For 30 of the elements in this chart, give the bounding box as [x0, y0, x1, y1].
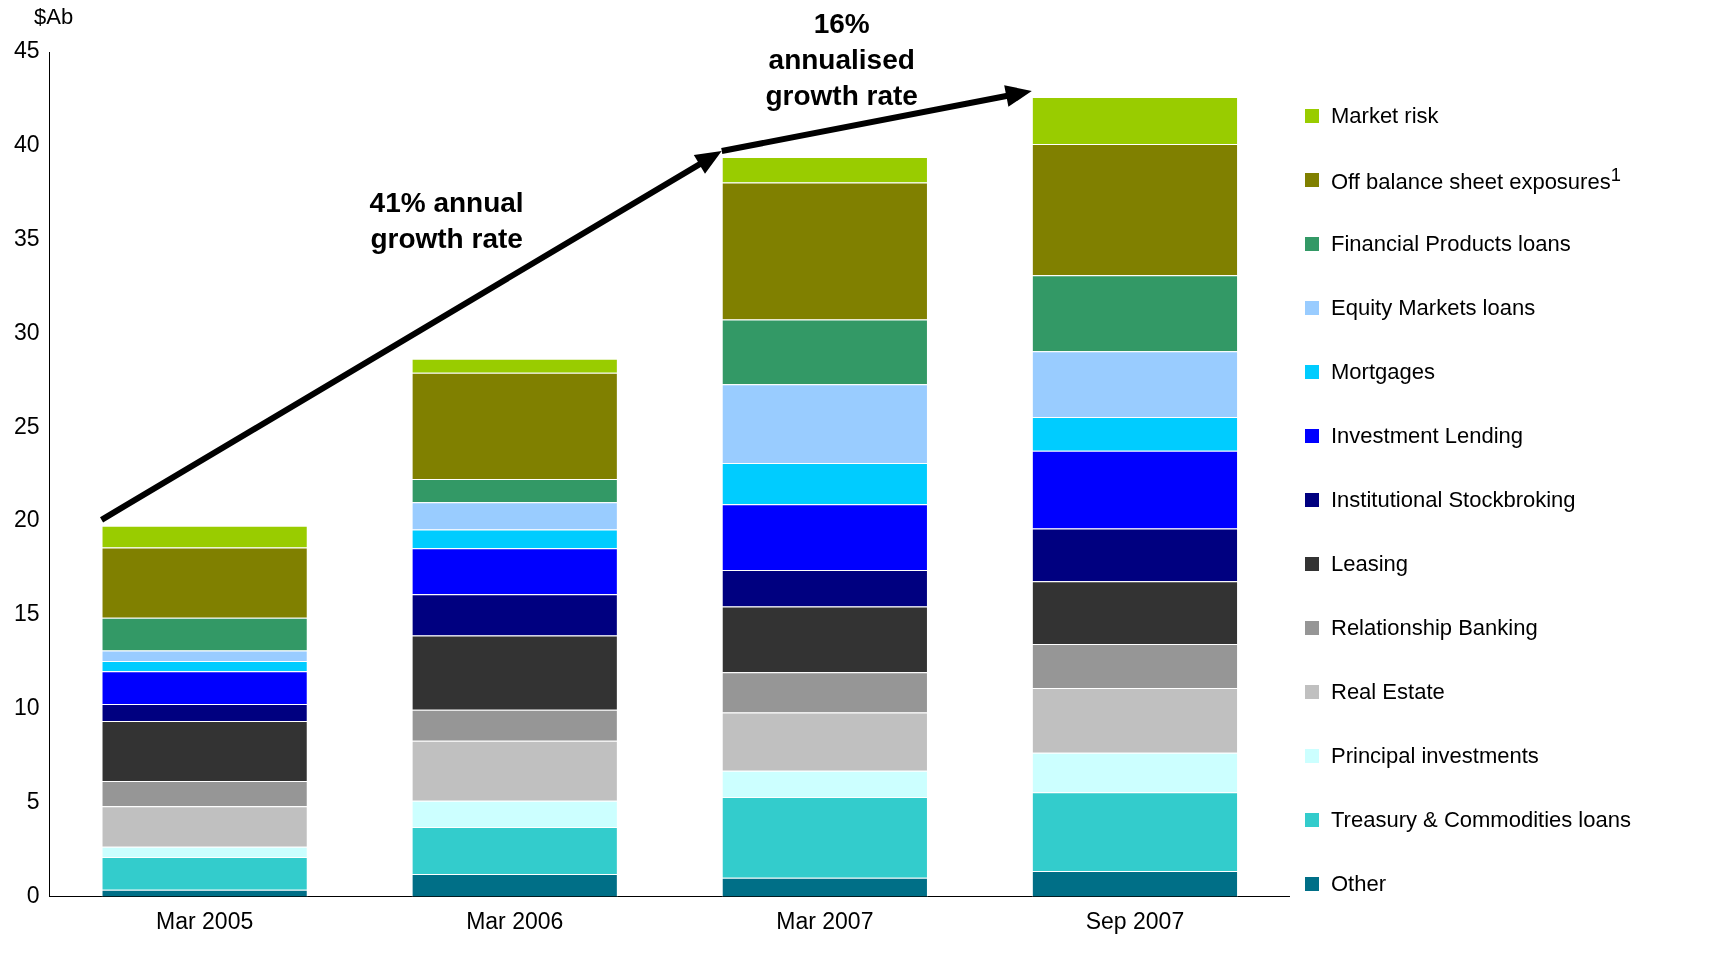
legend-label: Mortgages	[1331, 359, 1435, 385]
y-tick-label: 20	[13, 506, 40, 533]
legend-label: Off balance sheet exposures$^{1}$	[1331, 164, 1621, 196]
y-tick-label: 30	[13, 318, 40, 345]
legend-label: Investment Lending	[1331, 423, 1524, 449]
y-tick-label: 35	[13, 224, 40, 251]
legend-label: Principal investments	[1331, 743, 1539, 769]
y-tick-label: 45	[13, 37, 40, 64]
y-tick-label: 25	[13, 412, 40, 439]
legend-label: Leasing	[1331, 551, 1409, 577]
legend-label: Market risk	[1331, 103, 1439, 129]
legend-label: Equity Markets loans	[1331, 295, 1536, 321]
x-tick-label: Mar 2006	[466, 907, 564, 934]
y-tick-label: 40	[13, 131, 40, 158]
legend-label: Other	[1331, 871, 1387, 897]
y-tick-label: 5	[26, 787, 40, 814]
legend-label: Relationship Banking	[1331, 615, 1538, 641]
legend-label: Treasury & Commodities loans	[1331, 807, 1631, 833]
legend-label: Real Estate	[1331, 679, 1445, 705]
legend-label: Institutional Stockbroking	[1331, 487, 1576, 513]
y-tick-label: 15	[13, 600, 40, 627]
x-tick-label: Sep 2007	[1085, 907, 1185, 934]
y-tick-label: 10	[13, 694, 40, 721]
legend-label: Financial Products loans	[1331, 231, 1571, 257]
y-tick-label: 0	[26, 881, 40, 908]
y-axis-title: $Ab	[34, 4, 74, 30]
x-tick-label: Mar 2007	[776, 907, 874, 934]
x-tick-label: Mar 2005	[156, 907, 254, 934]
annotation: 16% annualised growth rate	[764, 7, 919, 113]
annotation: 41% annual growth rate	[368, 186, 525, 257]
